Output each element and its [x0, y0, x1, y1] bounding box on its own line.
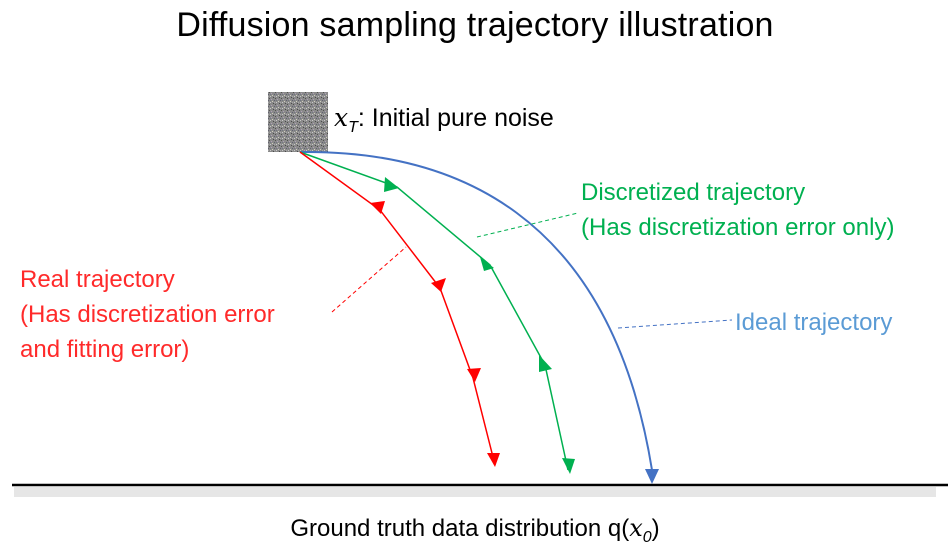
- real-label-line1: Real trajectory: [20, 266, 175, 293]
- ideal-trajectory-curve: [299, 150, 653, 471]
- ideal-leader-line: [617, 319, 733, 329]
- real-arrowhead-3: [467, 368, 481, 382]
- ground-line-shadow: [14, 487, 936, 497]
- ground-truth-suffix: ): [651, 515, 660, 542]
- discretized-arrowhead-2: [480, 257, 494, 271]
- discretized-arrowhead-3: [539, 355, 552, 372]
- disc-label-line1: Discretized trajectory: [581, 179, 806, 206]
- real-label-line2: (Has discretization error: [20, 301, 275, 328]
- noise-label-text: : Initial pure noise: [357, 104, 554, 132]
- noise-label: xT: Initial pure noise: [334, 100, 554, 139]
- discretized-trajectory-path: [299, 151, 569, 471]
- noise-image: [268, 92, 328, 152]
- real-leader-line: [331, 246, 407, 313]
- ground-truth-symbol: x: [629, 514, 643, 542]
- discretized-trajectory-label: Discretized trajectory (Has discretizati…: [581, 175, 894, 245]
- ideal-trajectory-label: Ideal trajectory: [735, 309, 893, 336]
- discretized-arrowhead-1: [384, 177, 399, 192]
- noise-subscript: T: [348, 119, 358, 136]
- real-arrowhead-2: [431, 278, 446, 292]
- discretized-leader-line: [476, 212, 579, 238]
- real-arrowhead-1: [370, 201, 385, 214]
- diagram-title: Diffusion sampling trajectory illustrati…: [176, 6, 774, 44]
- real-label-line3: and fitting error): [20, 336, 190, 363]
- disc-label-line2: (Has discretization error only): [581, 214, 895, 241]
- real-trajectory-path: [299, 151, 496, 466]
- ground-truth-subscript: 0: [642, 529, 652, 546]
- noise-symbol: x: [334, 103, 349, 132]
- discretized-arrowhead-4: [562, 458, 575, 474]
- real-arrowhead-4: [487, 453, 500, 467]
- ground-truth-label: Ground truth data distribution q(x0): [0, 514, 950, 546]
- real-trajectory-label: Real trajectory (Has discretization erro…: [20, 262, 275, 367]
- ideal-trajectory-arrowhead: [645, 469, 659, 484]
- ground-truth-prefix: Ground truth data distribution q(: [290, 515, 630, 542]
